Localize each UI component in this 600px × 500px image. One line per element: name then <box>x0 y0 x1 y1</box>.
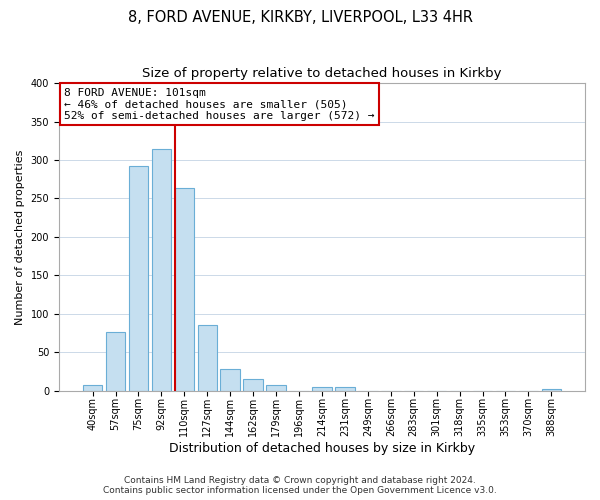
Bar <box>175 188 194 391</box>
Text: 8 FORD AVENUE: 101sqm
← 46% of detached houses are smaller (505)
52% of semi-det: 8 FORD AVENUE: 101sqm ← 46% of detached … <box>64 88 374 121</box>
Text: 8, FORD AVENUE, KIRKBY, LIVERPOOL, L33 4HR: 8, FORD AVENUE, KIRKBY, LIVERPOOL, L33 4… <box>128 10 473 25</box>
Bar <box>244 378 263 391</box>
Bar <box>128 166 148 391</box>
Y-axis label: Number of detached properties: Number of detached properties <box>15 149 25 324</box>
Bar <box>335 387 355 391</box>
Bar <box>83 384 103 391</box>
Bar <box>152 149 171 391</box>
Bar <box>106 332 125 391</box>
Title: Size of property relative to detached houses in Kirkby: Size of property relative to detached ho… <box>142 68 502 80</box>
Text: Contains HM Land Registry data © Crown copyright and database right 2024.
Contai: Contains HM Land Registry data © Crown c… <box>103 476 497 495</box>
X-axis label: Distribution of detached houses by size in Kirkby: Distribution of detached houses by size … <box>169 442 475 455</box>
Bar <box>542 388 561 391</box>
Bar <box>266 384 286 391</box>
Bar <box>220 370 240 391</box>
Bar <box>197 326 217 391</box>
Bar <box>312 387 332 391</box>
